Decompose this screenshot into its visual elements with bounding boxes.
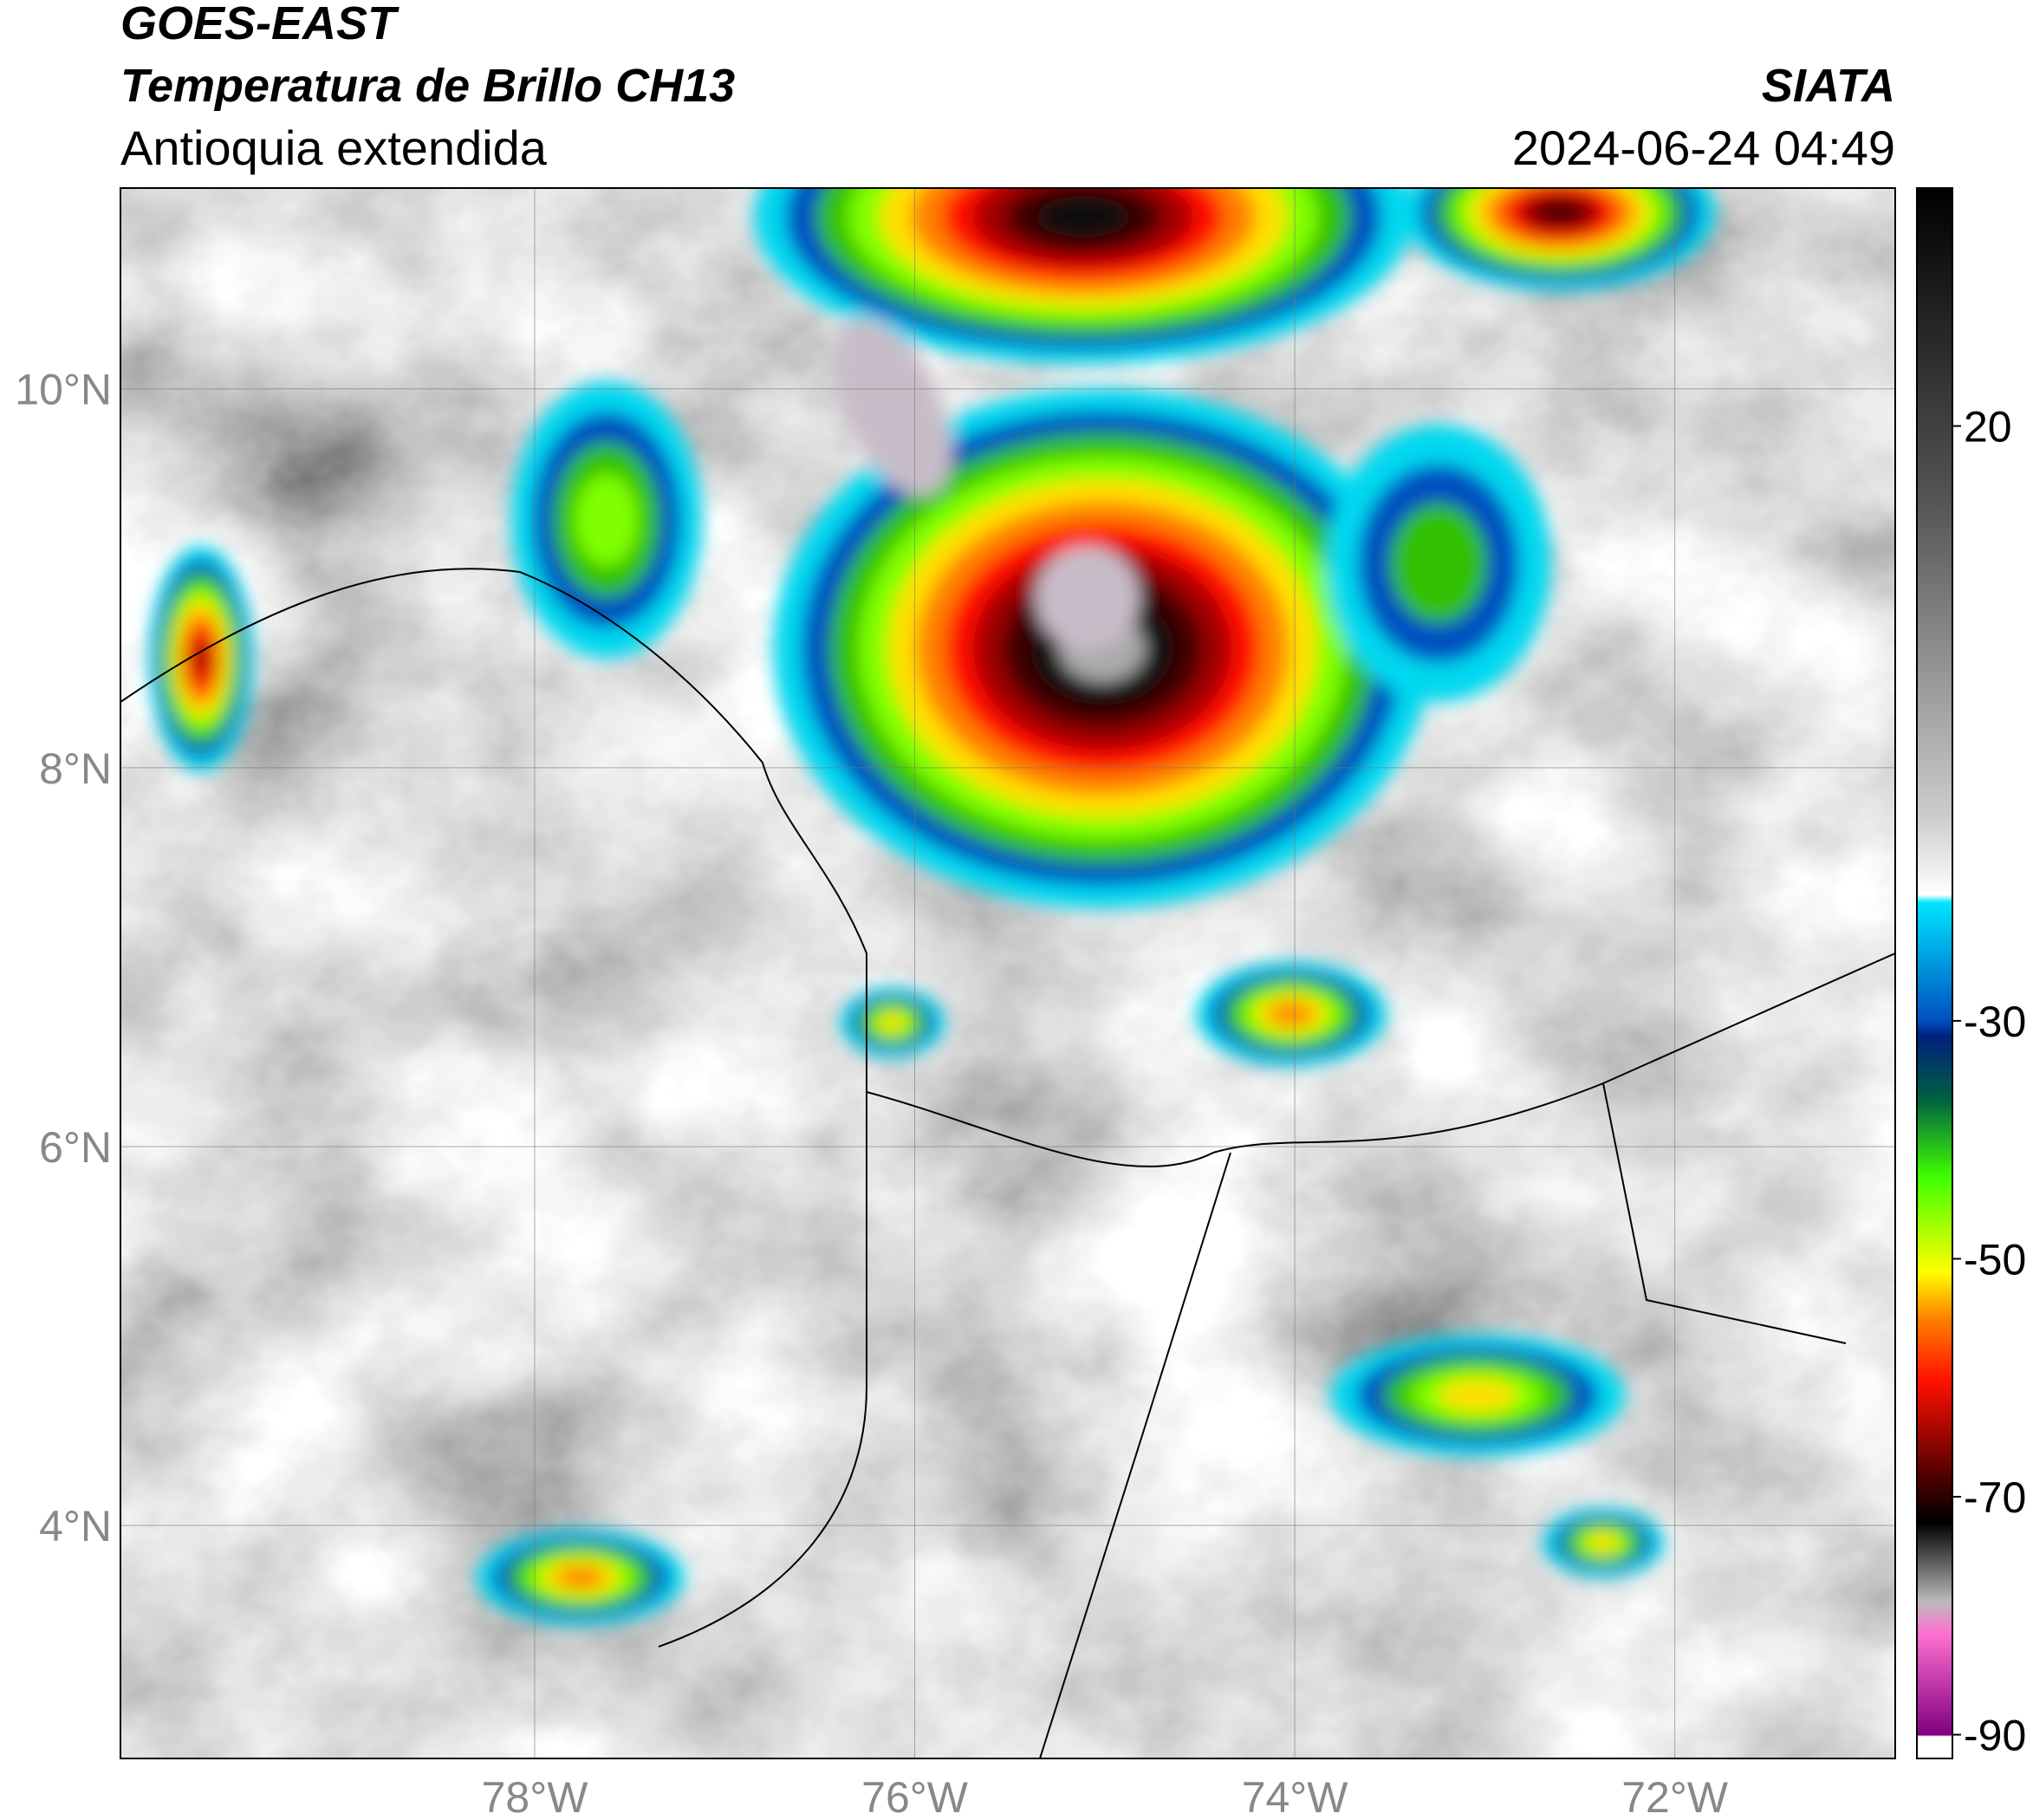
colorbar (1916, 187, 1953, 1759)
lon-tick-label: 78°W (482, 1773, 589, 1820)
storm-cell (1390, 504, 1487, 623)
lon-tick-label: 72°W (1621, 1773, 1729, 1820)
subtitle: Antioquia extendida (120, 120, 548, 175)
storm-cell (878, 1013, 907, 1032)
lat-tick-label: 4°N (39, 1502, 112, 1550)
overshooting-top (1036, 546, 1140, 650)
storm-cell (556, 1566, 605, 1589)
source: SIATA (1762, 60, 1895, 112)
storm-cell (1437, 1378, 1518, 1413)
storm-cell (192, 639, 211, 679)
map-frame (120, 187, 1896, 1759)
lon-tick-label: 74°W (1242, 1773, 1349, 1820)
storm-cell (575, 473, 639, 567)
datetime: 2024-06-24 04:49 (1512, 120, 1895, 175)
colorbar-tick-label: 20 (1964, 403, 2012, 452)
storm-cell (1586, 1533, 1621, 1552)
overshooting-top (833, 318, 952, 497)
colorbar-tick-label: -90 (1964, 1712, 2026, 1760)
colorbar-tick-label: -30 (1964, 998, 2026, 1046)
storm-cell (1269, 1002, 1314, 1026)
storms (149, 188, 1716, 1625)
coastline (120, 568, 867, 1648)
lon-tick-label: 76°W (861, 1773, 969, 1820)
title: GOES-EAST (120, 0, 399, 49)
borders (866, 952, 1895, 1758)
grid (120, 188, 1895, 1758)
storm-cell (1036, 195, 1131, 238)
colorbar-tick-label: -50 (1964, 1235, 2026, 1284)
lat-tick-label: 6°N (39, 1123, 112, 1172)
lat-tick-label: 10°N (15, 366, 112, 414)
storm-cell (1535, 199, 1585, 225)
lat-tick-label: 8°N (39, 744, 112, 793)
map-area (120, 188, 1895, 1758)
colorbar-tick-label: -70 (1964, 1473, 2026, 1522)
title: Temperatura de Brillo CH13 (120, 60, 735, 112)
